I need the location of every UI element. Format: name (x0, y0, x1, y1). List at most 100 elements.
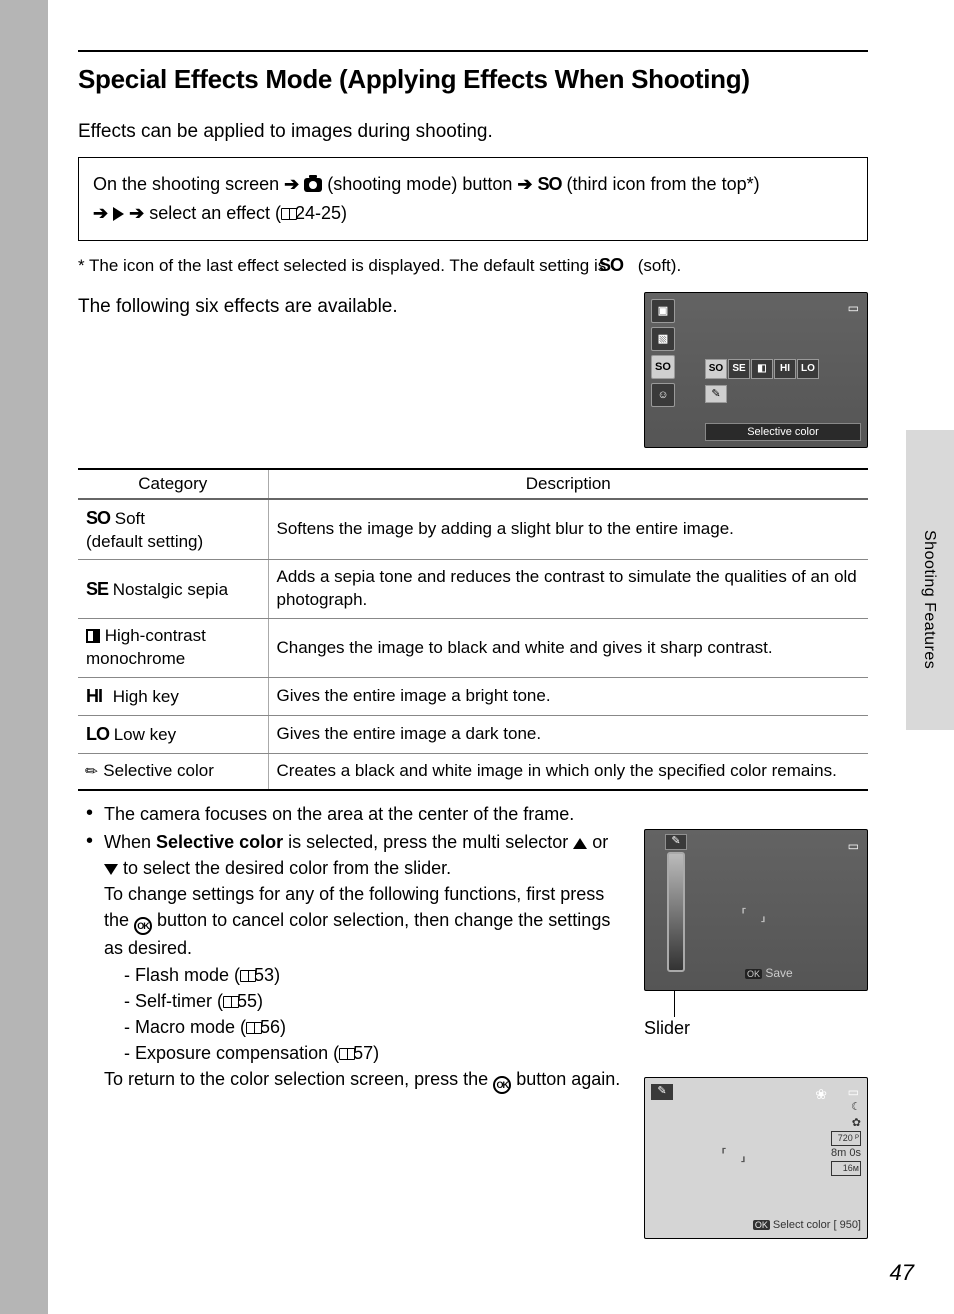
note-text: button to cancel color selection, then c… (104, 910, 610, 958)
arrow-icon: ➔ (129, 203, 144, 223)
ok-button-icon: OK (493, 1076, 511, 1094)
settings-icon: ❀ (815, 1084, 827, 1104)
footnote-text: (soft). (633, 256, 681, 275)
book-icon (223, 996, 239, 1008)
note-text: When (104, 832, 156, 852)
table-row: SE Nostalgic sepiaAdds a sepia tone and … (78, 560, 868, 619)
slider-callout-line (674, 991, 675, 1017)
book-icon (246, 1022, 262, 1034)
nav-page-ref: 24-25) (295, 203, 347, 223)
nav-text: (third icon from the top*) (567, 174, 760, 194)
note-text: to select the desired color from the sli… (118, 858, 451, 878)
camera-lcd-color-slider: ✎ ▭ ⸢ ⸥ OK Save (644, 829, 868, 991)
lcd-info-column: ☾ ✿ 720 ᴾ 8m 0s 16ᴍ (831, 1100, 861, 1175)
lcd-info-item: ✿ (831, 1116, 861, 1131)
category-cell: High-contrast monochrome (78, 619, 268, 678)
arrow-icon: ➔ (93, 203, 108, 223)
effect-icon: SO (705, 359, 727, 379)
brush-icon: ✎ (705, 385, 727, 403)
effect-code: LO (86, 722, 109, 746)
color-slider (667, 852, 685, 972)
sub-list-item: - Macro mode (56) (122, 1014, 624, 1040)
category-cell: SO Soft(default setting) (78, 499, 268, 560)
nav-text: (shooting mode) button (327, 174, 517, 194)
sub-list-item: - Self-timer (55) (122, 988, 624, 1014)
table-row: HI High keyGives the entire image a brig… (78, 678, 868, 716)
available-effects-text: The following six effects are available. (78, 292, 398, 318)
effect-code: SE (86, 577, 108, 601)
focus-brackets-icon: ⸢ ⸥ (721, 1144, 750, 1167)
focus-brackets-icon: ⸢ ⸥ (741, 904, 770, 927)
description-cell: Changes the image to black and white and… (268, 619, 868, 678)
note-text: is selected, press the multi selector (283, 832, 573, 852)
lcd-side-icon-column: ▣ ▧ SO ☺ (651, 299, 675, 407)
lcd-info-item: ☾ (831, 1100, 861, 1115)
effects-table: Category Description SO Soft(default set… (78, 468, 868, 791)
lcd-info-item: 16ᴍ (831, 1161, 861, 1176)
footnote-text: * The icon of the last effect selected i… (78, 256, 611, 275)
effect-icon: ◧ (751, 359, 773, 379)
category-cell: SE Nostalgic sepia (78, 560, 268, 619)
effect-icon: LO (797, 359, 819, 379)
page-title: Special Effects Mode (Applying Effects W… (78, 50, 868, 95)
category-cell: HI High key (78, 678, 268, 716)
sub-list-item: - Exposure compensation (57) (122, 1040, 624, 1066)
ok-button-icon: OK (134, 917, 152, 935)
sub-list-item: - Flash mode (53) (122, 962, 624, 988)
description-cell: Gives the entire image a bright tone. (268, 678, 868, 716)
slider-caption: Slider (644, 1015, 868, 1041)
effect-icon: SE (728, 359, 750, 379)
page-number: 47 (890, 1260, 914, 1286)
camera-lcd-shooting-screen: ✎ ❀ ▭ ⸢ ⸥ ☾ ✿ 720 ᴾ 8m 0s 16ᴍ (644, 1077, 868, 1239)
effect-code: SO (86, 506, 110, 530)
lcd-info-item: 720 ᴾ (831, 1131, 861, 1146)
navigation-path-box: On the shooting screen ➔ (shooting mode)… (78, 157, 868, 241)
mode-icon: ▧ (651, 327, 675, 351)
mode-icon: ▣ (651, 299, 675, 323)
intro-text: Effects can be applied to images during … (78, 121, 868, 143)
left-gutter (0, 0, 48, 1314)
lcd-bottom-row: OK Select color [ 950] (645, 1218, 861, 1234)
up-triangle-icon (573, 838, 587, 849)
right-triangle-icon (113, 207, 124, 221)
category-cell: LO Low key (78, 716, 268, 754)
table-row: High-contrast monochromeChanges the imag… (78, 619, 868, 678)
so-code-icon: SO (537, 170, 561, 199)
camera-lcd-effects-menu: ▭ ▣ ▧ SO ☺ SO SE ◧ HI LO ✎ Selective col… (644, 292, 868, 448)
effect-icon-bar: SO SE ◧ HI LO (705, 359, 819, 379)
footnote: * The icon of the last effect selected i… (78, 255, 868, 276)
arrow-icon: ➔ (284, 174, 299, 194)
table-header-description: Description (268, 469, 868, 499)
category-cell: ✎ Selective color (78, 754, 268, 790)
brush-icon: ✎ (665, 834, 687, 850)
description-cell: Creates a black and white image in which… (268, 754, 868, 790)
table-header-category: Category (78, 469, 268, 499)
section-label: Shooting Features (920, 530, 938, 669)
effect-icon: HI (774, 359, 796, 379)
note-text: button again. (511, 1069, 620, 1089)
note-text: To return to the color selection screen,… (104, 1069, 493, 1089)
description-cell: Softens the image by adding a slight blu… (268, 499, 868, 560)
description-cell: Gives the entire image a dark tone. (268, 716, 868, 754)
so-code-icon: SO (611, 255, 633, 276)
arrow-icon: ➔ (517, 174, 532, 194)
down-triangle-icon (104, 864, 118, 875)
nav-text: select an effect ( (149, 203, 281, 223)
lcd-info-item: 8m 0s (831, 1146, 861, 1161)
book-icon (240, 970, 256, 982)
description-cell: Adds a sepia tone and reduces the contra… (268, 560, 868, 619)
nav-text: On the shooting screen (93, 174, 284, 194)
effect-name-label: Selective color (705, 423, 861, 441)
battery-icon: ▭ (848, 1084, 859, 1101)
note-text: or (587, 832, 608, 852)
save-label: OK Save (745, 965, 793, 982)
bullet-note: When Selective color is selected, press … (78, 829, 868, 1239)
brush-icon: ✎ (651, 1084, 673, 1100)
book-icon (281, 208, 297, 220)
table-row: ✎ Selective colorCreates a black and whi… (78, 754, 868, 790)
note-bold: Selective color (156, 832, 283, 852)
table-row: LO Low keyGives the entire image a dark … (78, 716, 868, 754)
effect-code: HI (86, 684, 108, 708)
book-icon (339, 1048, 355, 1060)
battery-icon: ▭ (848, 838, 859, 855)
